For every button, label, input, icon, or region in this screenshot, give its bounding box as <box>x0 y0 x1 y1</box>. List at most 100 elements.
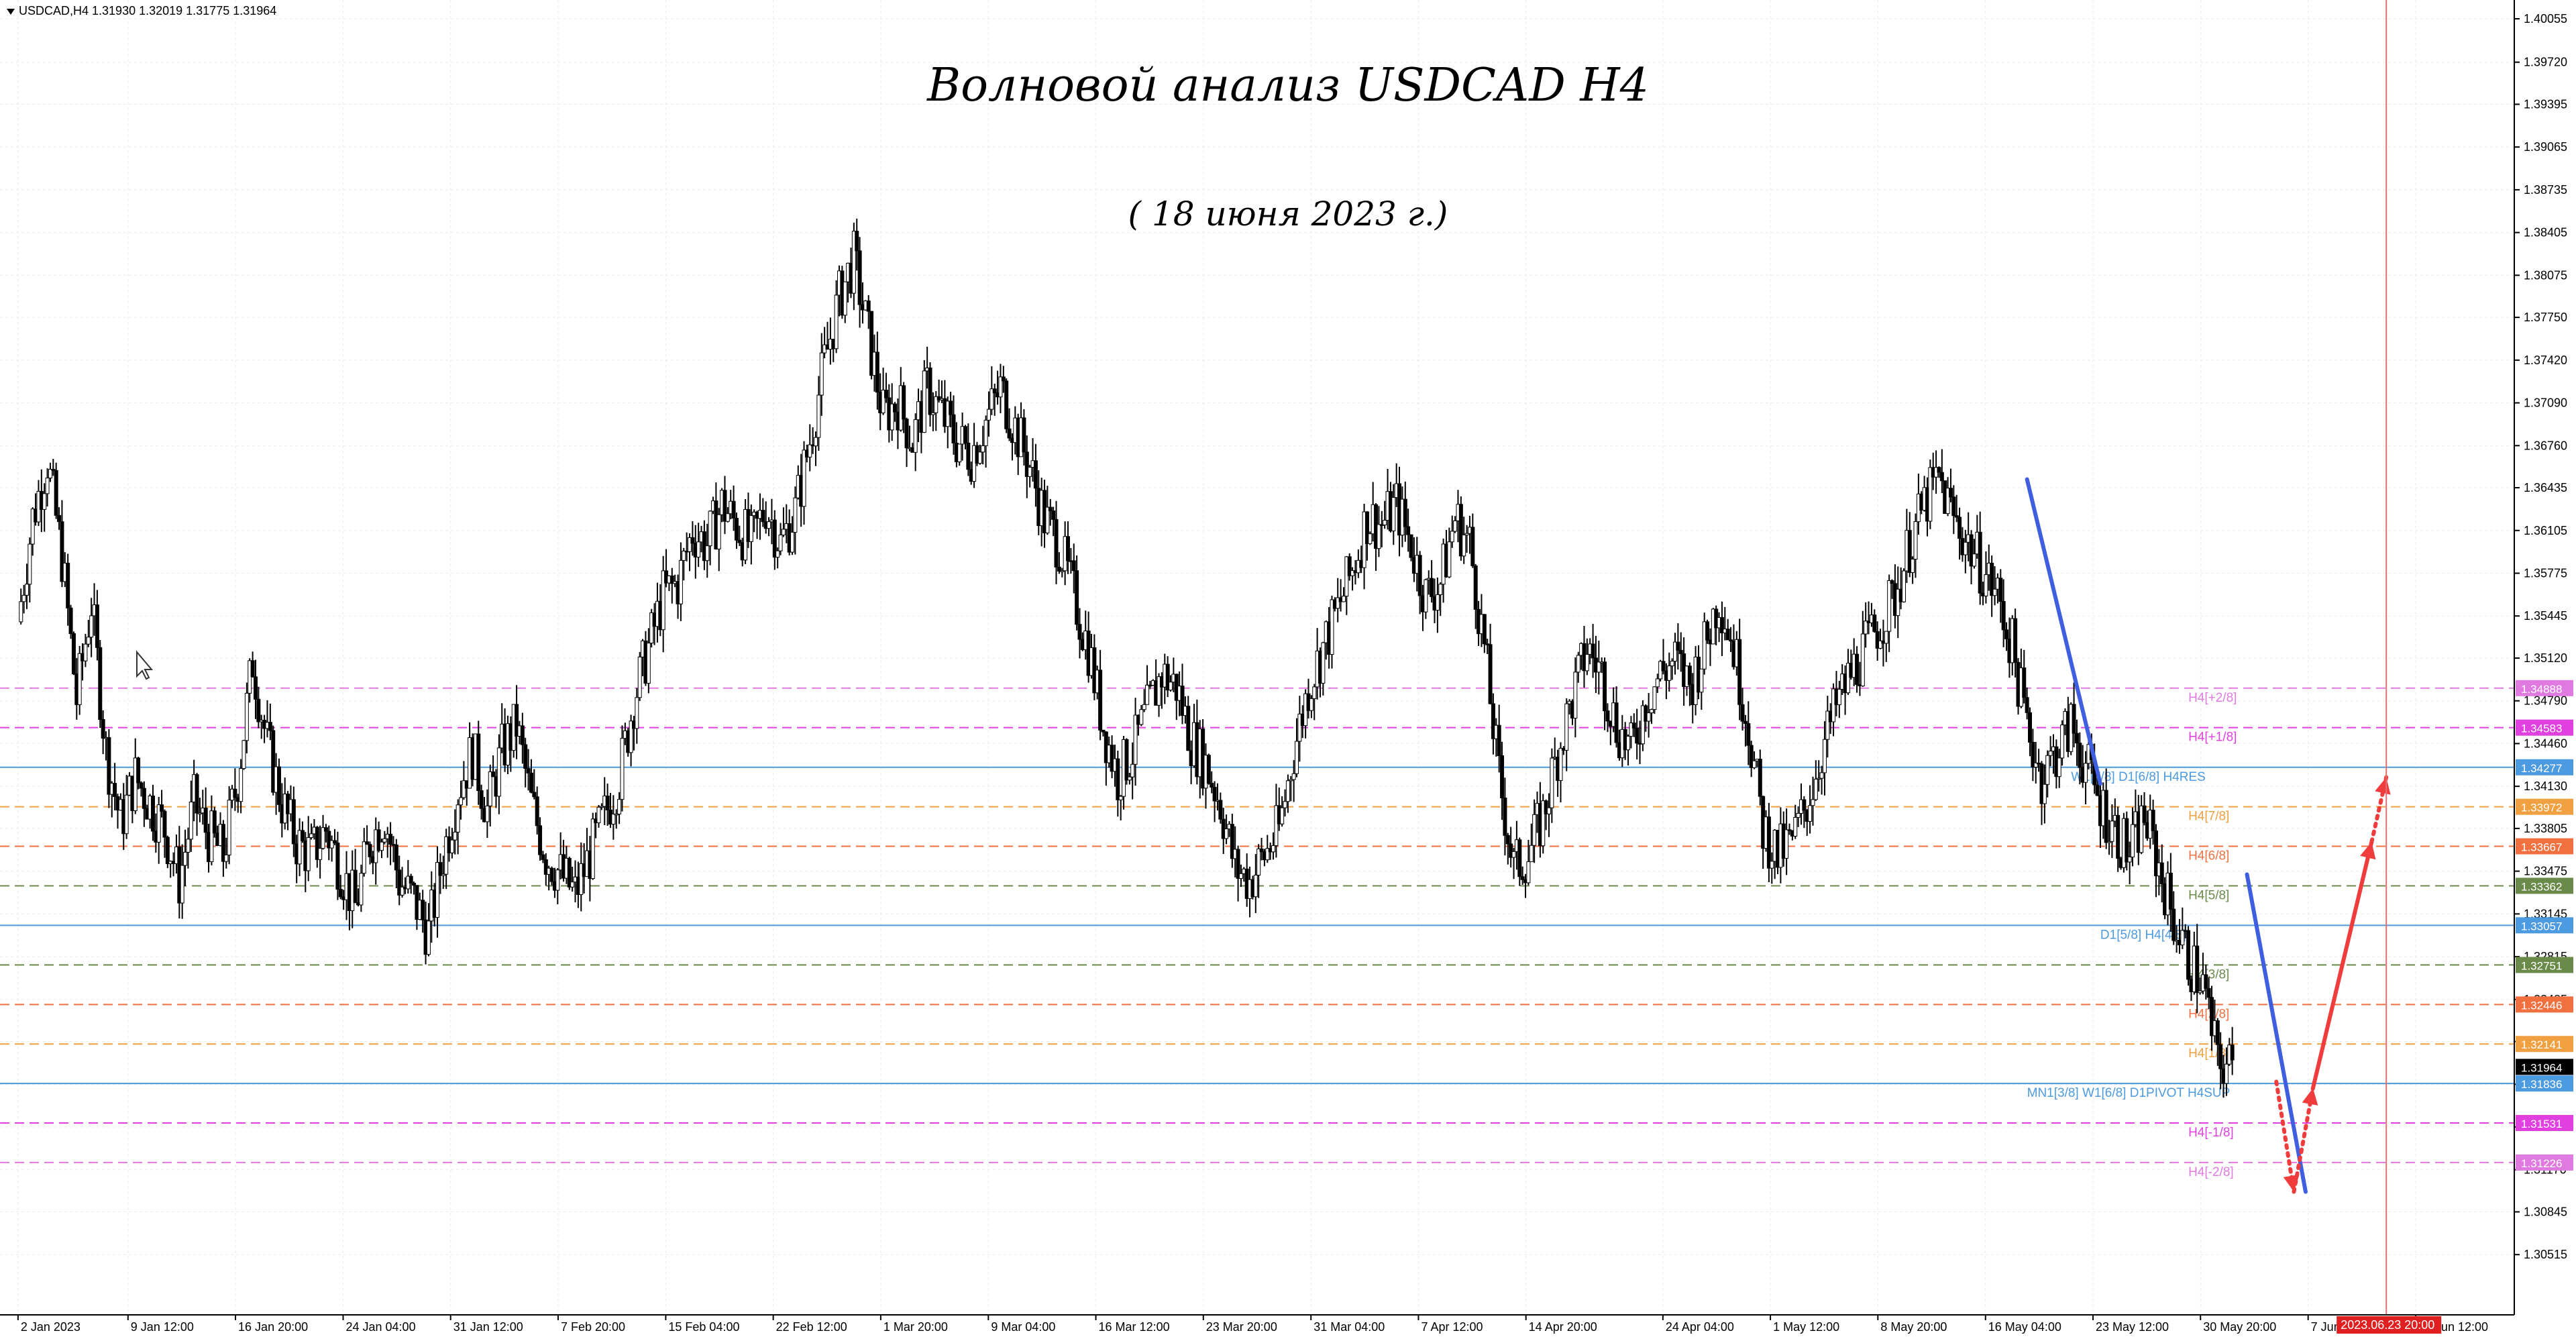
candle-body <box>1265 848 1270 861</box>
candle-body <box>1526 861 1531 883</box>
candle-body <box>485 805 490 822</box>
candle-body <box>1321 642 1326 684</box>
candle-body <box>1902 570 1907 602</box>
level-label: W1[7/8] D1[6/8] H4RES <box>2071 770 2206 784</box>
x-tick-label: 7 Apr 12:00 <box>1421 1320 1483 1334</box>
candle-body <box>160 804 164 812</box>
candle-body <box>705 545 710 561</box>
candle-body <box>617 799 622 814</box>
y-tick-label: 1.36105 <box>2524 524 2567 537</box>
candle-body <box>136 757 141 784</box>
candle-body <box>1819 772 1824 779</box>
candle-body <box>731 500 736 519</box>
candle-body <box>107 737 111 795</box>
candle-body <box>353 869 358 904</box>
level-price-tag <box>2516 1036 2573 1053</box>
candle-body <box>716 514 721 549</box>
candle-body <box>24 584 29 596</box>
candle-body <box>1725 629 1730 641</box>
candle-body <box>2048 751 2053 756</box>
candle-body <box>1884 631 1888 644</box>
candle-body <box>329 840 334 849</box>
candle-body <box>1673 641 1677 662</box>
y-tick-label: 1.33805 <box>2524 822 2567 835</box>
level-price-value: 1.34277 <box>2521 762 2562 775</box>
x-tick-label: 30 May 20:00 <box>2203 1320 2276 1334</box>
candle-body <box>520 725 525 745</box>
candle-body <box>68 607 73 635</box>
candle-body <box>444 836 449 875</box>
candle-body <box>2037 762 2041 765</box>
candle-body <box>362 841 366 874</box>
candle-body <box>881 389 885 414</box>
candle-body <box>866 301 871 312</box>
candle-body <box>1676 641 1680 651</box>
candle-body <box>1210 783 1214 788</box>
candle-body <box>195 774 199 814</box>
candle-body <box>476 733 481 792</box>
candle-body <box>1954 515 1959 518</box>
candle-body <box>1330 599 1334 655</box>
candle-body <box>951 414 956 443</box>
candle-body <box>775 550 780 558</box>
candle-body <box>599 806 604 808</box>
candle-body <box>2116 814 2121 859</box>
candle-body <box>1464 533 1469 535</box>
candle-body <box>71 633 76 675</box>
candle-body <box>1758 759 1762 797</box>
candle-body <box>1505 835 1510 845</box>
level-price-value: 1.33057 <box>2521 920 2562 932</box>
candle-body <box>1740 704 1745 722</box>
forecast-solid-up-head <box>2360 842 2376 860</box>
candle-body <box>1529 845 1534 863</box>
candle-body <box>1928 467 1933 522</box>
candle-body <box>1558 747 1563 781</box>
candle-body <box>101 719 105 739</box>
candle-body <box>1048 506 1053 512</box>
candle-body <box>1224 828 1229 839</box>
level-label: H4[7/8] <box>2188 810 2229 824</box>
candle-body <box>28 543 32 585</box>
candle-body <box>515 704 519 737</box>
candle-body <box>2033 762 2038 768</box>
candle-body <box>42 493 47 510</box>
x-tick-label: 24 Apr 04:00 <box>1666 1320 1734 1334</box>
y-tick-label: 1.39065 <box>2524 140 2567 154</box>
candle-body <box>605 796 610 810</box>
candle-body <box>491 771 496 778</box>
candle-body <box>1550 757 1554 808</box>
forecast-dotted-up <box>2292 1086 2315 1194</box>
candle-body <box>1576 655 1580 673</box>
forecast-dotted-up-head <box>2302 1088 2318 1106</box>
cursor-arrow-icon <box>136 650 154 680</box>
candle-body <box>1972 553 1976 567</box>
candle-body <box>2022 667 2027 698</box>
candle-body <box>1066 536 1071 561</box>
candle-body <box>2039 763 2044 804</box>
candle-body <box>1230 824 1234 859</box>
candle-body <box>1212 786 1217 802</box>
candle-body <box>1614 702 1619 743</box>
candle-body <box>1652 686 1657 710</box>
candle-body <box>224 855 229 862</box>
candle-body <box>1001 376 1006 382</box>
candle-body <box>1274 805 1279 847</box>
candle-body <box>1957 517 1962 539</box>
candle-body <box>696 541 701 557</box>
candle-body <box>1438 584 1443 595</box>
candle-body <box>276 766 281 805</box>
level-price-value: 1.32141 <box>2521 1038 2562 1051</box>
candle-body <box>1028 467 1032 477</box>
candle-body <box>1746 723 1751 746</box>
candle-body <box>928 367 932 415</box>
candle-body <box>767 521 771 529</box>
candle-body <box>549 867 554 882</box>
candle-body <box>611 814 616 825</box>
candle-body <box>156 804 161 843</box>
candle-body <box>538 825 543 855</box>
candle-body <box>45 478 50 494</box>
candle-body <box>1297 713 1302 742</box>
dropdown-triangle-icon[interactable] <box>7 8 15 15</box>
level-price-tag <box>2516 798 2573 815</box>
